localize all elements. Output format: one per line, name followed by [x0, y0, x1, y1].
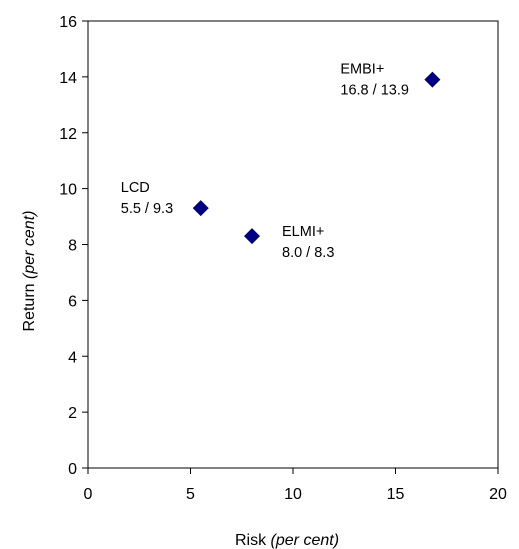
y-tick-label: 4	[68, 349, 77, 366]
x-axis-title: Risk (per cent)	[235, 532, 339, 549]
data-label-name: LCD	[121, 180, 150, 196]
x-tick-label: 5	[186, 486, 195, 503]
x-tick-label: 15	[387, 486, 405, 503]
data-point-elmi-	[244, 228, 260, 245]
y-axis: 0 2 4 6 8 10 12 14 16	[59, 14, 88, 478]
data-point-embi-	[424, 71, 441, 88]
data-label-name: ELMI+	[282, 224, 324, 240]
y-tick-label: 12	[59, 126, 77, 143]
y-tick-label: 8	[68, 238, 77, 255]
y-tick-label: 2	[68, 405, 77, 422]
y-axis-title: Return (per cent)	[21, 211, 38, 332]
y-tick-label: 10	[59, 182, 77, 199]
data-label-value: 16.8 / 13.9	[340, 83, 409, 99]
y-tick-label: 14	[59, 70, 77, 87]
data-labels: LCD 5.5 / 9.3 ELMI+ 8.0 / 8.3 EMBI+ 16.8 / 13…	[121, 62, 409, 261]
x-tick-label: 10	[284, 486, 302, 503]
y-tick-label: 6	[68, 293, 77, 310]
data-points	[192, 71, 441, 245]
x-axis: 0 5 10 15 20	[84, 468, 507, 503]
data-label-name: EMBI+	[340, 62, 384, 78]
data-point-lcd	[192, 200, 209, 217]
data-label-value: 8.0 / 8.3	[282, 245, 334, 261]
data-label-value: 5.5 / 9.3	[121, 201, 173, 217]
y-tick-label: 0	[68, 461, 77, 478]
x-tick-label: 0	[84, 486, 93, 503]
x-tick-label: 20	[489, 486, 507, 503]
y-tick-label: 16	[59, 14, 77, 31]
